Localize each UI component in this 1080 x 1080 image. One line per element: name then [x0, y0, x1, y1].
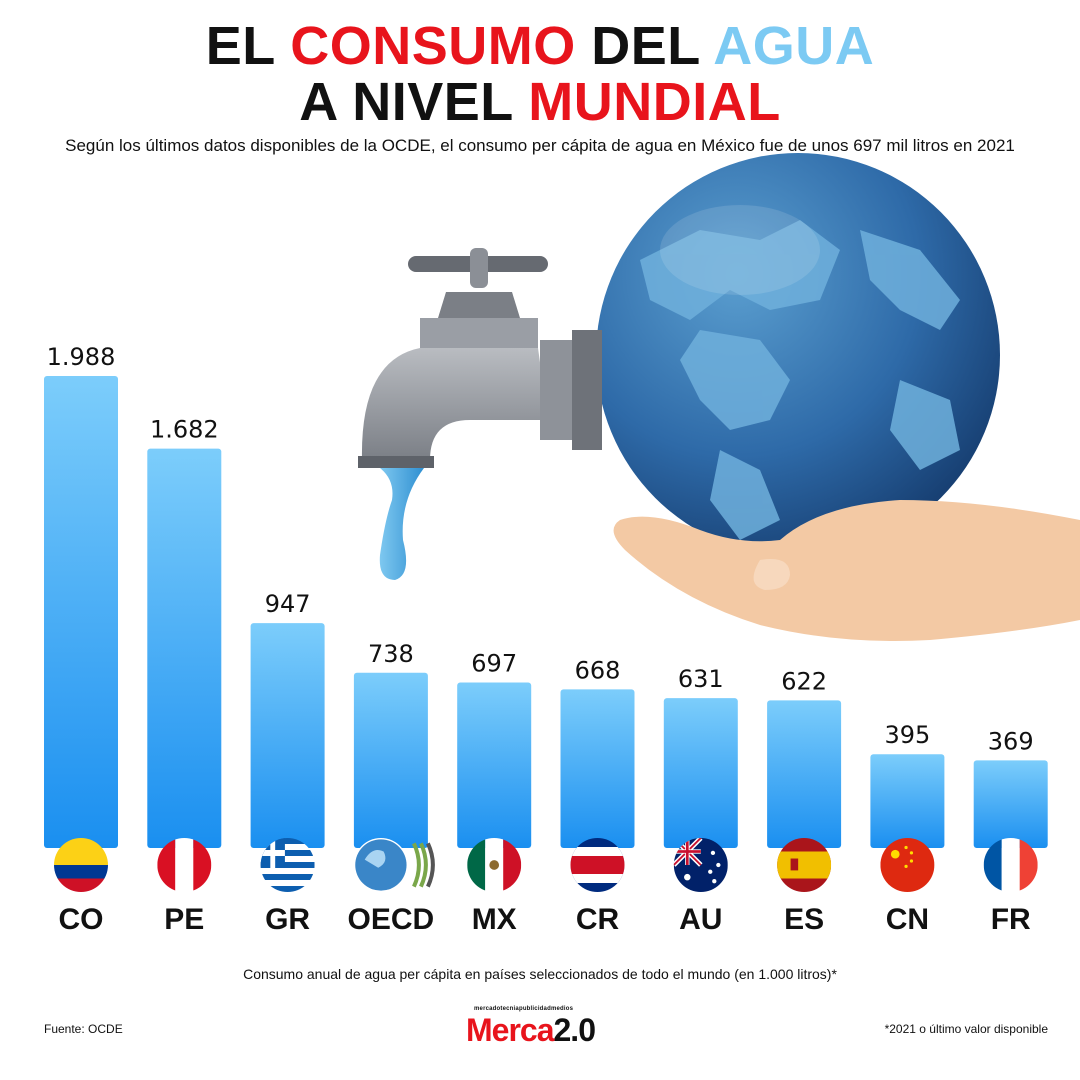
logo-wordmark: Merca2.0 [466, 1012, 596, 1049]
value-label-co: 1.988 [47, 343, 116, 371]
subtitle: Según los últimos datos disponibles de l… [65, 136, 1015, 155]
value-label-cr: 668 [575, 656, 621, 684]
title-word-agua: AGUA [713, 16, 875, 76]
title-line-1: EL CONSUMO DEL AGUA [0, 18, 1080, 74]
bar-co [44, 376, 118, 848]
oecd-logo-icon [353, 838, 435, 892]
source-note: Fuente: OCDE [44, 1022, 123, 1036]
bar-gr [250, 623, 325, 848]
mexico-flag-icon [467, 838, 522, 892]
value-label-pe: 1.682 [150, 416, 219, 444]
category-label-fr: FR [991, 903, 1031, 936]
australia-flag-icon [673, 838, 728, 892]
bar-pe [147, 448, 222, 848]
title-word-a-nivel: A NIVEL [299, 72, 513, 132]
title-word-mundial: MUNDIAL [528, 72, 781, 132]
costa-rica-flag-icon [570, 838, 625, 892]
category-label-es: ES [784, 903, 824, 936]
value-label-cn: 395 [884, 721, 930, 749]
bar-mx [457, 682, 532, 848]
bar-oecd [353, 672, 428, 848]
value-label-au: 631 [678, 665, 724, 693]
colombia-flag-icon [54, 838, 108, 892]
value-label-oecd: 738 [368, 640, 414, 668]
value-label-mx: 697 [471, 650, 517, 678]
merca20-logo: mercadotecniapublicidadmedios Merca2.0 [466, 1006, 626, 1050]
logo-version: 2.0 [553, 1012, 596, 1048]
category-label-cn: CN [886, 903, 929, 936]
category-label-mx: MX [472, 903, 517, 936]
category-label-pe: PE [164, 903, 204, 936]
bar-fr [973, 760, 1048, 848]
logo-tagline: mercadotecniapublicidadmedios [474, 1006, 574, 1012]
title-word-el: EL [205, 16, 275, 76]
bar-cn [870, 754, 945, 848]
peru-flag-icon [157, 838, 212, 892]
category-label-oecd: OECD [348, 903, 435, 936]
france-flag-icon [983, 838, 1038, 892]
bar-es [767, 700, 842, 848]
china-flag-icon [880, 838, 935, 892]
bar-au [663, 698, 738, 848]
logo-merca: Merca [466, 1012, 554, 1048]
globe-icon [596, 153, 1000, 557]
faucet-icon [358, 248, 602, 468]
hand-icon [613, 500, 1080, 641]
value-label-gr: 947 [265, 590, 311, 618]
spain-flag-icon [777, 838, 832, 892]
bar-cr [560, 689, 635, 848]
water-drop-icon [379, 468, 424, 580]
value-label-es: 622 [781, 667, 827, 695]
category-label-au: AU [679, 903, 722, 936]
title-word-consumo: CONSUMO [290, 16, 576, 76]
x-axis-label: Consumo anual de agua per cápita en país… [243, 966, 837, 982]
category-label-cr: CR [576, 903, 620, 936]
category-label-gr: GR [265, 903, 310, 936]
category-label-co: CO [59, 903, 104, 936]
title-line-2: A NIVEL MUNDIAL [0, 74, 1080, 130]
value-label-fr: 369 [988, 727, 1034, 755]
title-word-del: DEL [591, 16, 700, 76]
greece-flag-icon [260, 838, 315, 892]
footnote: *2021 o último valor disponible [884, 1022, 1048, 1036]
